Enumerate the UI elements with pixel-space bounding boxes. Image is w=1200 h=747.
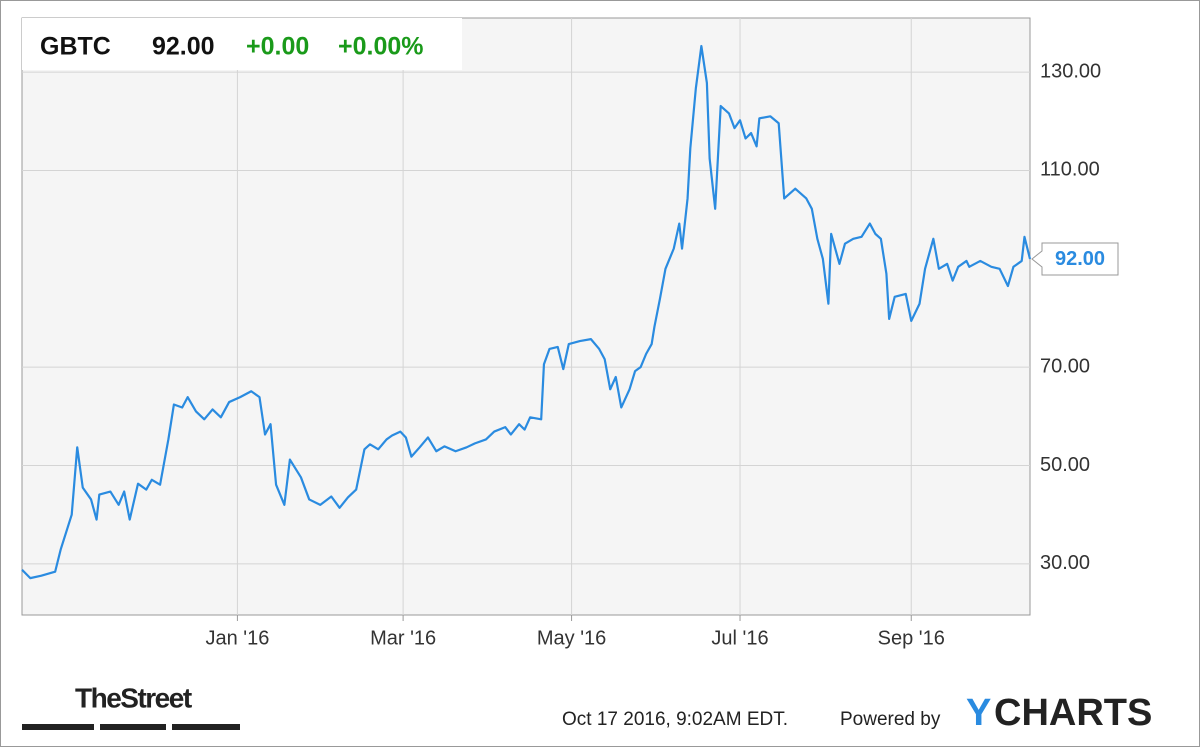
price-line bbox=[21, 44, 1032, 580]
x-tick-label: Sep '16 bbox=[878, 627, 945, 649]
x-tick-label: Jan '16 bbox=[205, 627, 269, 649]
y-tick-label: 50.00 bbox=[1040, 454, 1090, 476]
price: 92.00 bbox=[152, 33, 215, 61]
timestamp: Oct 17 2016, 9:02AM EDT. bbox=[562, 709, 788, 730]
y-tick-label: 110.00 bbox=[1040, 159, 1100, 181]
last-value-label: 92.00 bbox=[1055, 248, 1105, 270]
y-tick-label: 30.00 bbox=[1040, 552, 1090, 574]
logo-rest: CHARTS bbox=[994, 692, 1152, 734]
powered-by: Powered by bbox=[840, 709, 941, 730]
lines bbox=[21, 44, 1032, 580]
change-pct: +0.00% bbox=[338, 33, 424, 61]
logo-bar bbox=[172, 724, 240, 730]
last-value-box bbox=[1031, 242, 1119, 276]
logo-bar bbox=[100, 724, 166, 730]
change: +0.00 bbox=[246, 33, 309, 61]
publisher: TheStreet bbox=[75, 682, 192, 713]
x-tick-label: Jul '16 bbox=[711, 627, 768, 649]
x-tick-label: Mar '16 bbox=[370, 627, 436, 649]
y-tick-label: 70.00 bbox=[1040, 355, 1090, 377]
y-tick-label: 130.00 bbox=[1040, 60, 1101, 82]
logo-y: Y bbox=[966, 692, 991, 734]
plot-area bbox=[21, 17, 1031, 616]
logo-bar bbox=[22, 724, 94, 730]
symbol: GBTC bbox=[40, 33, 111, 61]
header-box bbox=[22, 18, 462, 70]
x-tick-label: May '16 bbox=[537, 627, 606, 649]
